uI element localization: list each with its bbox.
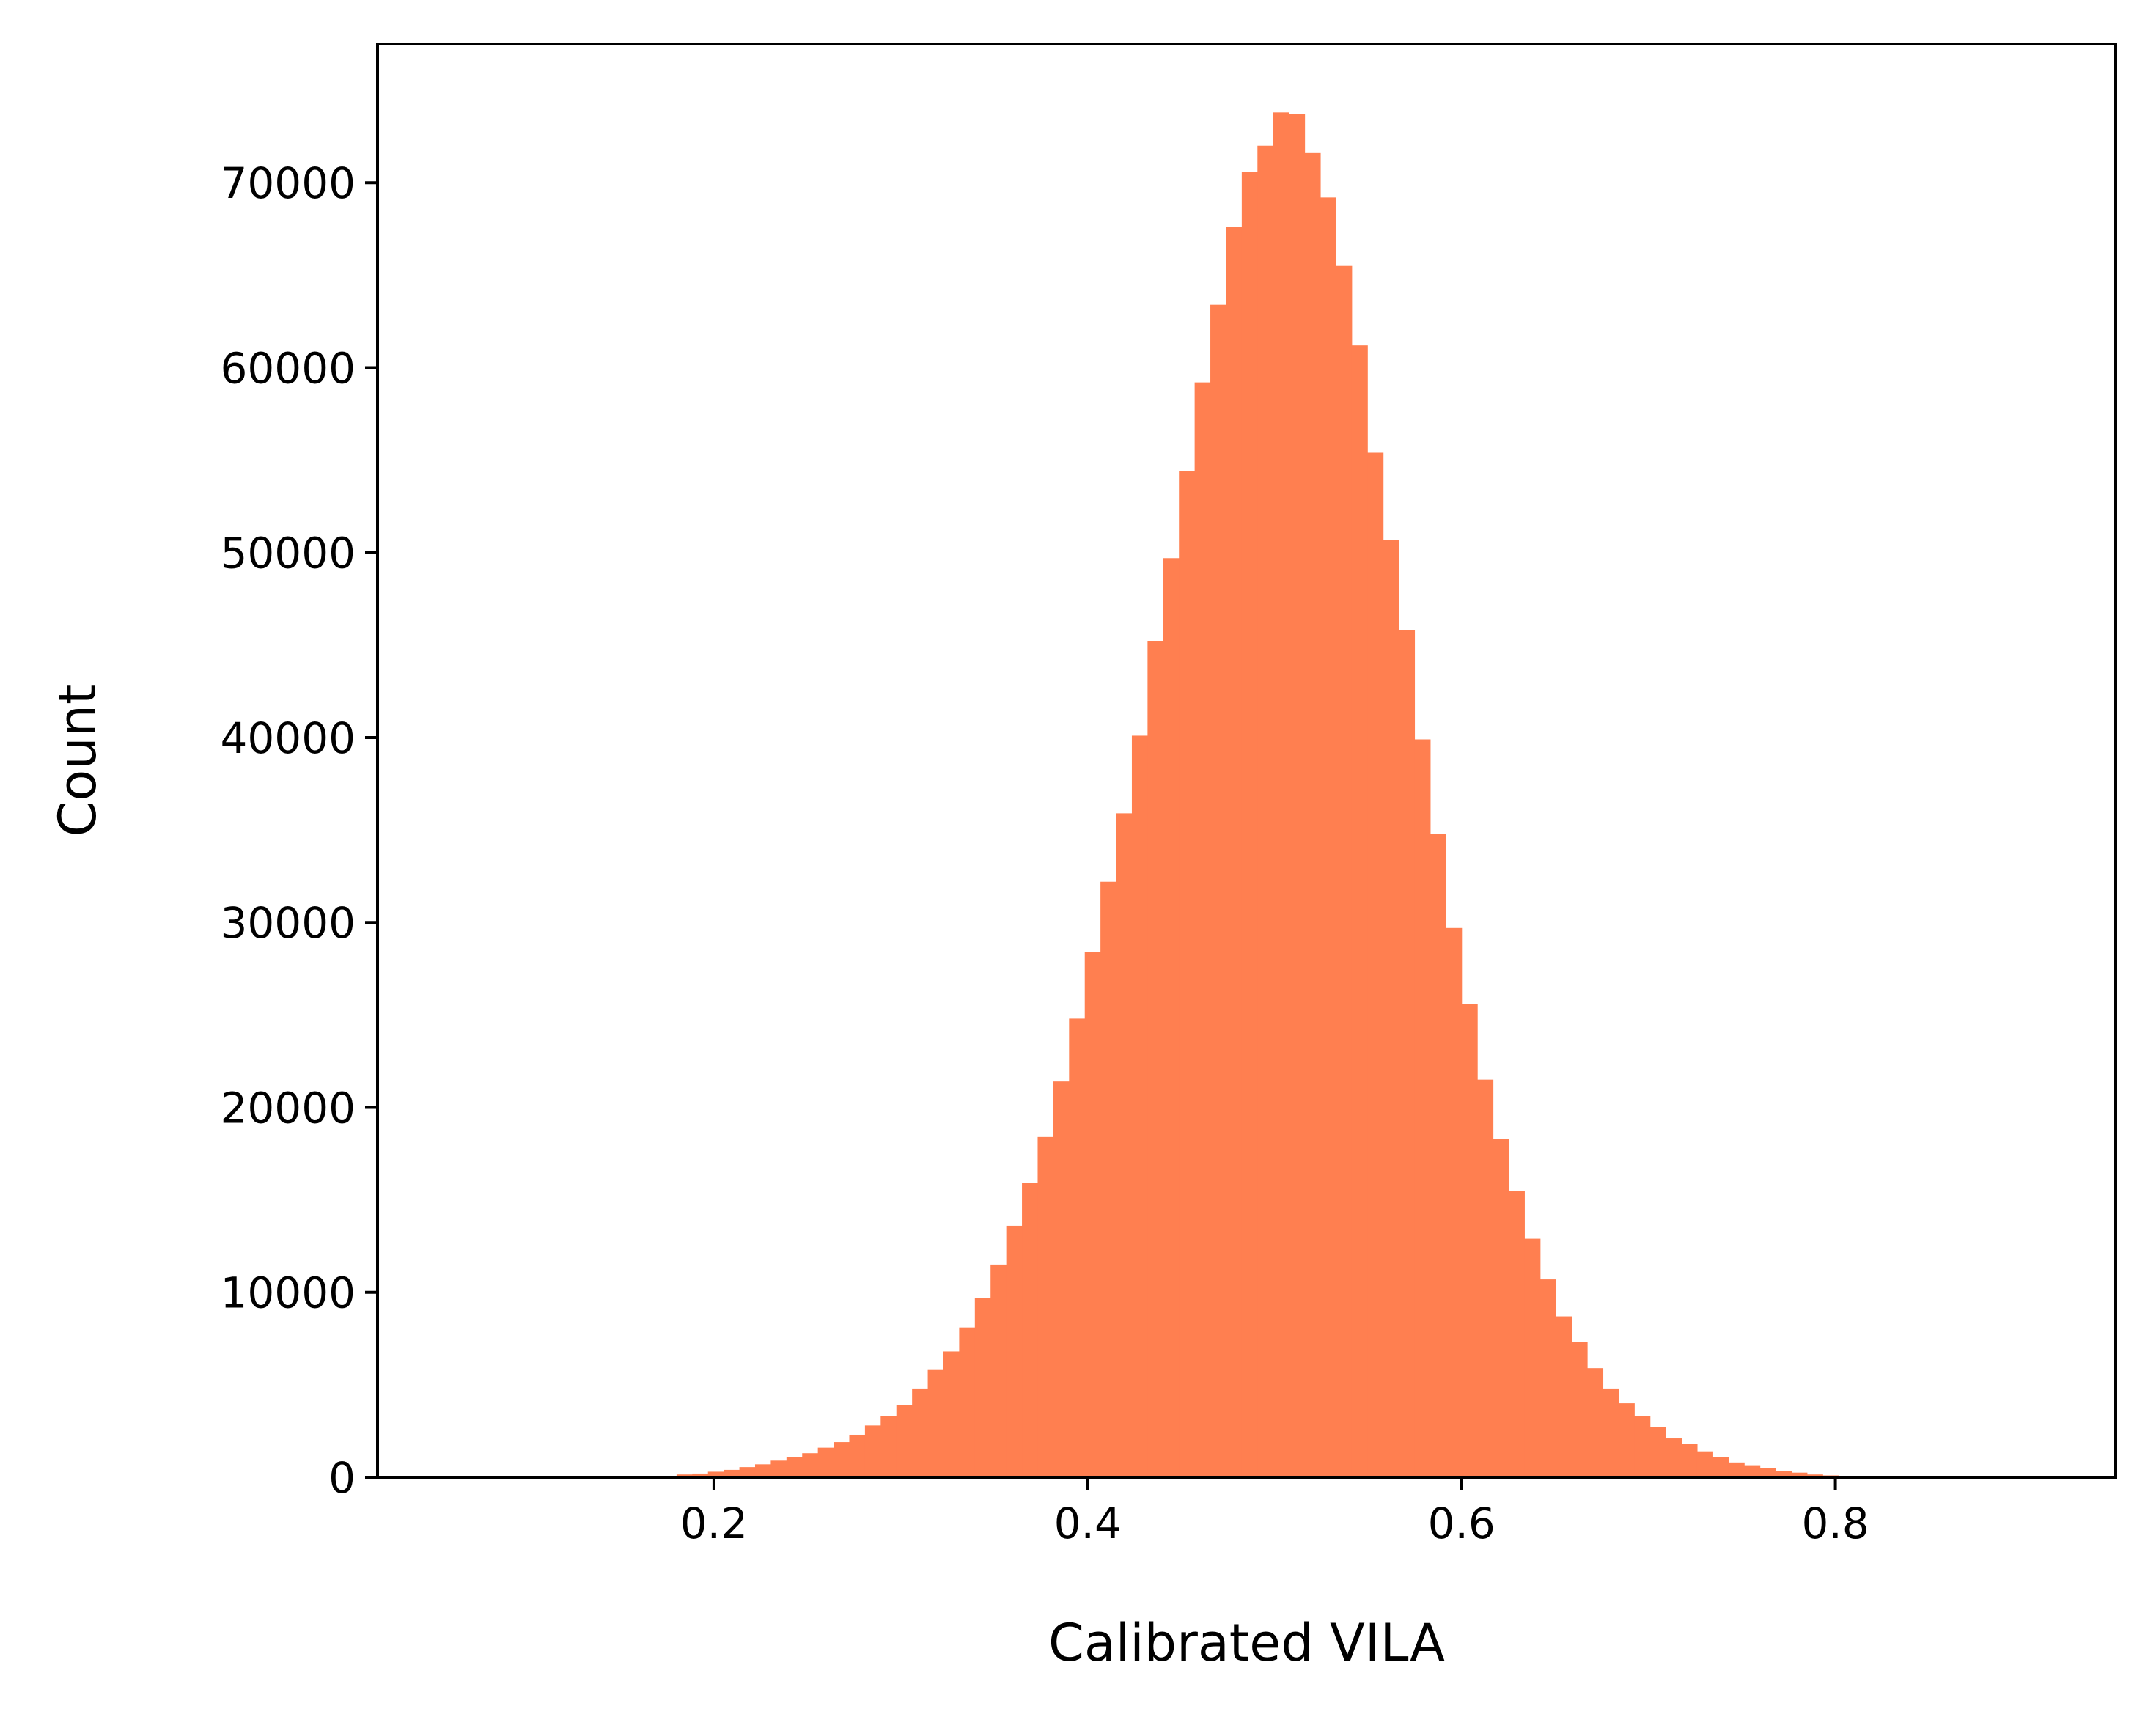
histogram-bar [1587, 1368, 1604, 1477]
histogram-bar [1053, 1081, 1070, 1477]
histogram-bar [1666, 1438, 1682, 1477]
histogram-bar [1006, 1225, 1023, 1477]
histogram-bar [834, 1442, 850, 1477]
histogram-bar [1430, 834, 1446, 1477]
histogram-bar [1681, 1444, 1698, 1477]
histogram-bar [1022, 1183, 1039, 1477]
histogram-bar [802, 1453, 819, 1477]
histogram-bar [817, 1447, 834, 1477]
x-tick-label: 0.8 [1801, 1499, 1869, 1548]
histogram-bar [739, 1467, 756, 1477]
x-tick-label: 0.2 [680, 1499, 748, 1548]
x-axis-ticks: 0.2 0.4 0.6 0.8 [680, 1477, 1869, 1548]
histogram-bar [1759, 1468, 1776, 1477]
histogram-bar [1696, 1451, 1713, 1477]
histogram-bar [849, 1434, 866, 1477]
y-tick-label: 20000 [220, 1083, 356, 1133]
histogram-bar [1069, 1018, 1086, 1477]
y-tick-label: 0 [328, 1453, 356, 1503]
histogram-bar [1414, 739, 1431, 1477]
y-axis-ticks: 0 10000 20000 30000 40000 50000 60000 70000 [220, 158, 378, 1503]
histogram-bar [943, 1351, 960, 1477]
histogram-bar [1163, 558, 1180, 1477]
histogram-bar [1649, 1427, 1666, 1477]
histogram-bar [1304, 152, 1321, 1478]
histogram-bar [1571, 1342, 1588, 1477]
plot-area-frame [376, 43, 2117, 1479]
histogram-bar [880, 1416, 897, 1477]
y-tick-label: 50000 [220, 529, 356, 578]
histogram-bar [1226, 227, 1243, 1477]
histogram-bar [707, 1471, 724, 1477]
histogram-bar [1179, 471, 1196, 1477]
y-axis-title: Count [48, 685, 108, 837]
histogram-bar [692, 1473, 709, 1477]
histogram-bar [1791, 1472, 1808, 1477]
histogram-bar [770, 1460, 787, 1477]
histogram-bar [1320, 197, 1336, 1477]
histogram-bar [1744, 1465, 1761, 1477]
histogram-bar [1257, 145, 1274, 1478]
histogram-bar [1603, 1388, 1619, 1477]
histogram-bar [1508, 1191, 1525, 1477]
histogram-bar [1493, 1139, 1509, 1477]
histogram-bar [1147, 641, 1164, 1477]
x-tick-label: 0.4 [1054, 1499, 1122, 1548]
histogram-bar [1446, 927, 1463, 1477]
histogram-bar [974, 1298, 991, 1477]
histogram-bar [1131, 735, 1148, 1477]
histogram-bar [754, 1464, 772, 1477]
y-tick-label: 40000 [220, 713, 356, 763]
histogram-bar [1556, 1316, 1572, 1477]
histogram-bar [1618, 1403, 1635, 1477]
histogram-bar [1539, 1279, 1556, 1477]
histogram-bar [990, 1264, 1007, 1477]
y-tick-label: 70000 [220, 158, 356, 208]
histogram-bar [1524, 1238, 1541, 1477]
x-axis-title: Calibrated VILA [1048, 1613, 1445, 1673]
histogram-bar [896, 1405, 913, 1477]
histogram-bar [1336, 265, 1353, 1478]
histogram-bar [1084, 952, 1101, 1477]
x-tick-label: 0.6 [1428, 1499, 1495, 1548]
histogram-bar [1116, 813, 1133, 1477]
histogram-bar [1037, 1136, 1054, 1477]
histogram-bar [1100, 881, 1117, 1477]
histogram-bars [676, 112, 1839, 1478]
y-tick-label: 60000 [220, 343, 356, 393]
histogram-bar [1351, 345, 1368, 1478]
histogram-bar [724, 1469, 740, 1477]
histogram-bar [1367, 452, 1384, 1477]
histogram-bar [1194, 382, 1211, 1477]
histogram-bar [927, 1369, 944, 1477]
histogram-bar [1461, 1004, 1478, 1477]
y-tick-label: 10000 [220, 1268, 356, 1318]
histogram-bar [1399, 630, 1416, 1478]
histogram-bar [912, 1388, 929, 1477]
histogram-bar [1210, 304, 1227, 1478]
histogram-bar [1289, 114, 1306, 1478]
histogram-bar [1477, 1079, 1494, 1477]
histogram-bar [1634, 1416, 1651, 1477]
histogram-bar [786, 1457, 803, 1477]
histogram-bar [1728, 1462, 1745, 1477]
histogram-bar [1712, 1457, 1729, 1477]
histogram-bar [864, 1425, 881, 1477]
histogram-bar [1241, 172, 1258, 1477]
histogram-bar [1273, 112, 1289, 1478]
histogram-bar [1776, 1471, 1792, 1477]
y-tick-label: 30000 [220, 898, 356, 948]
histogram-bar [959, 1327, 976, 1477]
histogram-bar [1383, 540, 1399, 1477]
